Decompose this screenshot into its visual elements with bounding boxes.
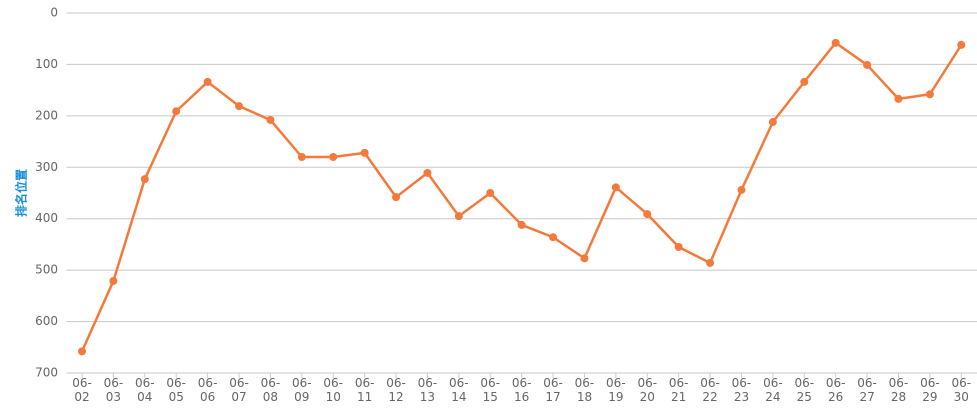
point xyxy=(235,102,244,111)
x-tick-label: 06-13 xyxy=(417,376,438,404)
y-tick-label: 300 xyxy=(35,160,58,174)
point xyxy=(78,347,87,356)
point xyxy=(580,254,589,263)
x-tick-label: 06-14 xyxy=(449,376,469,404)
y-tick-label: 500 xyxy=(35,263,58,277)
point xyxy=(831,38,840,47)
x-tick-label: 06-24 xyxy=(763,376,783,404)
point xyxy=(266,115,275,124)
point xyxy=(800,77,809,86)
y-tick-label: 0 xyxy=(50,6,58,20)
point xyxy=(392,193,401,202)
point xyxy=(863,60,872,69)
point xyxy=(140,175,149,184)
point xyxy=(172,107,181,116)
x-tick-label: 06-08 xyxy=(260,376,281,404)
x-tick-label: 06-16 xyxy=(511,376,532,404)
point xyxy=(423,168,432,177)
point xyxy=(203,77,212,86)
x-tick-label: 06-27 xyxy=(857,376,877,404)
x-tick-label: 06-04 xyxy=(134,376,155,404)
y-tick-label: 200 xyxy=(35,108,58,122)
point xyxy=(109,276,118,285)
x-tick-label: 06-30 xyxy=(951,376,972,404)
point xyxy=(643,210,652,219)
point xyxy=(360,148,369,157)
point xyxy=(737,185,746,194)
x-tick-label: 06-22 xyxy=(700,376,720,404)
x-tick-label: 06-20 xyxy=(637,376,658,404)
point xyxy=(517,220,526,229)
point xyxy=(706,258,715,267)
x-tick-label: 06-17 xyxy=(543,376,563,404)
x-tick-label: 06-28 xyxy=(888,376,909,404)
x-tick-label: 06-15 xyxy=(480,376,501,404)
point xyxy=(611,183,620,192)
x-tick-label: 06-26 xyxy=(825,376,846,404)
line xyxy=(80,41,963,352)
x-tick-label: 06-10 xyxy=(323,376,344,404)
point xyxy=(549,233,558,242)
point xyxy=(329,153,338,161)
point xyxy=(894,94,903,103)
point xyxy=(957,40,966,49)
y-tick-label: 400 xyxy=(35,211,58,225)
point xyxy=(486,189,495,197)
point xyxy=(768,118,777,127)
y-tick-label: 600 xyxy=(35,314,58,328)
point xyxy=(674,243,683,251)
y-tick-label: 100 xyxy=(35,57,58,71)
x-tick-label: 06-23 xyxy=(731,376,752,404)
x-tick-label: 06-02 xyxy=(72,376,92,404)
x-tick-label: 06-06 xyxy=(197,376,218,404)
x-tick-label: 06-21 xyxy=(668,376,689,404)
point xyxy=(454,212,463,221)
x-tick-label: 06-18 xyxy=(574,376,595,404)
point xyxy=(297,153,306,161)
x-tick-label: 06-09 xyxy=(292,376,312,404)
x-tick-label: 06-29 xyxy=(920,376,940,404)
x-tick-label: 06-03 xyxy=(103,376,124,404)
x-tick-label: 06-05 xyxy=(166,376,186,404)
x-tick-label: 06-19 xyxy=(606,376,626,404)
x-tick-label: 06-25 xyxy=(794,376,815,404)
x-tick-label: 06-07 xyxy=(229,376,249,404)
y-tick-label: 700 xyxy=(35,366,58,380)
x-tick-label: 06-11 xyxy=(354,376,375,404)
point xyxy=(925,90,934,99)
y-axis-label: 排名位置 xyxy=(14,169,29,217)
x-tick-label: 06-12 xyxy=(386,376,406,404)
